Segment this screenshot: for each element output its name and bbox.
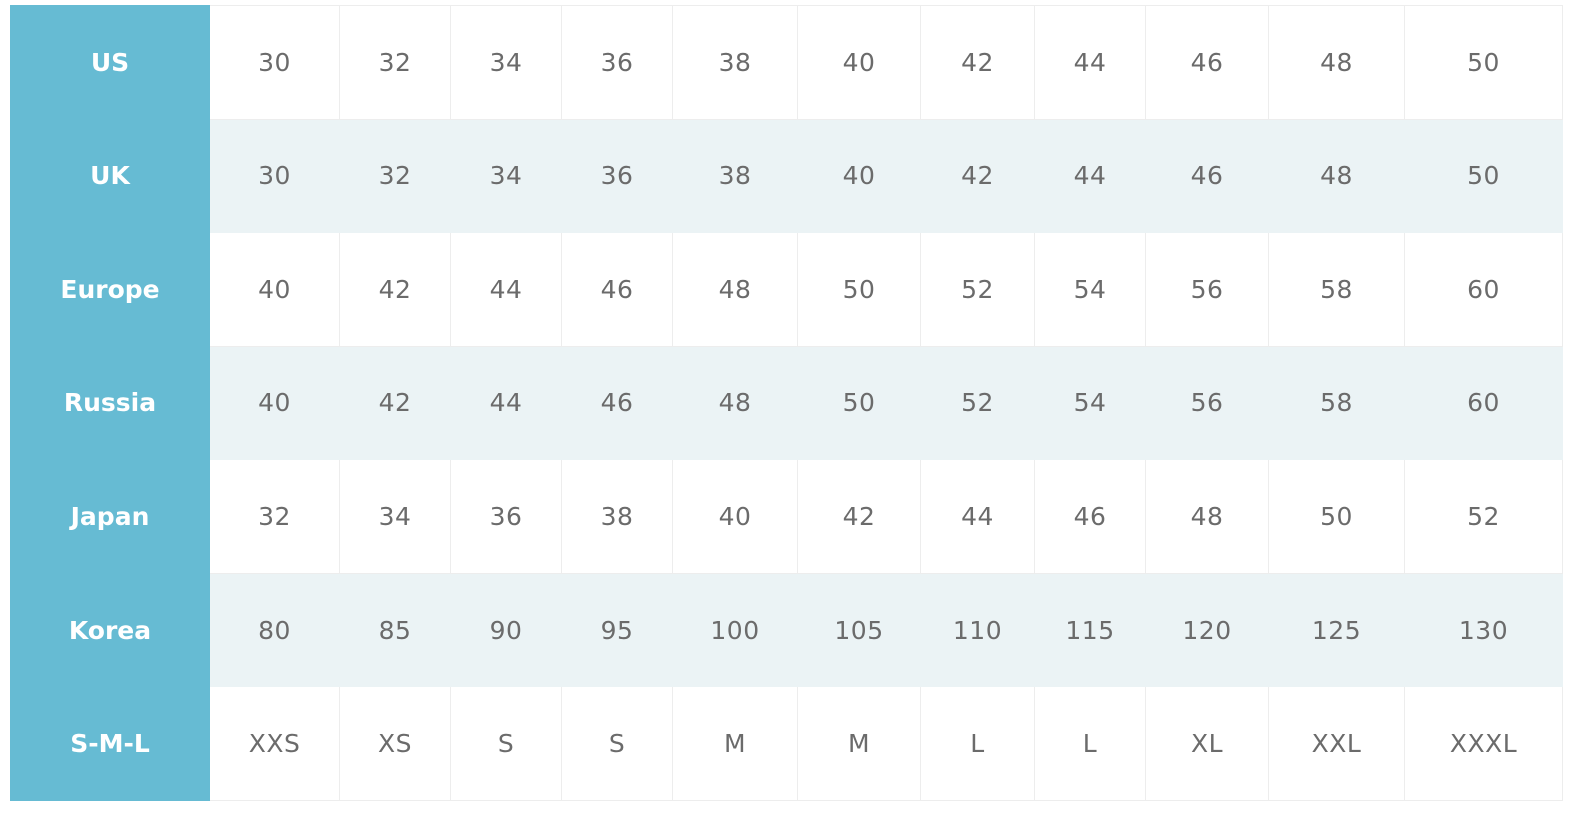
table-cell: 46 bbox=[1145, 5, 1269, 120]
table-cell: 36 bbox=[450, 459, 562, 574]
table-cell: 80 bbox=[209, 572, 340, 688]
table-cell: 60 bbox=[1404, 345, 1563, 461]
table-cell: 34 bbox=[339, 459, 451, 574]
table-cell: 105 bbox=[797, 572, 921, 688]
table-cell: 32 bbox=[339, 118, 451, 234]
row-header: Russia bbox=[10, 345, 210, 461]
table-cell: 52 bbox=[920, 345, 1035, 461]
table-cell: 38 bbox=[561, 459, 673, 574]
table-cell: 50 bbox=[797, 232, 921, 347]
table-cell: 56 bbox=[1145, 345, 1269, 461]
table-cell: 40 bbox=[672, 459, 798, 574]
table-cell: 48 bbox=[1145, 459, 1269, 574]
table-cell: 50 bbox=[797, 345, 921, 461]
table-cell: 36 bbox=[561, 118, 673, 234]
row-header: S-M-L bbox=[10, 686, 210, 801]
row-header: Japan bbox=[10, 459, 210, 574]
table-cell: 115 bbox=[1034, 572, 1146, 688]
table-cell: 40 bbox=[797, 5, 921, 120]
table-row: Korea 80 85 90 95 100 105 110 115 120 125 130 bbox=[10, 572, 1563, 688]
row-header: Europe bbox=[10, 232, 210, 347]
table-cell: 58 bbox=[1268, 345, 1405, 461]
table-cell: 46 bbox=[561, 345, 673, 461]
size-chart-table: US 30 32 34 36 38 40 42 44 46 48 50 UK 30 32 34 36 38 40 42… bbox=[10, 5, 1563, 801]
table-cell: XXL bbox=[1268, 686, 1405, 801]
table-cell: 44 bbox=[1034, 5, 1146, 120]
table-row: US 30 32 34 36 38 40 42 44 46 48 50 bbox=[10, 5, 1563, 120]
table-cell: XXS bbox=[209, 686, 340, 801]
table-cell: 42 bbox=[920, 118, 1035, 234]
table-cell: 56 bbox=[1145, 232, 1269, 347]
table-cell: 38 bbox=[672, 118, 798, 234]
table-cell: 40 bbox=[209, 345, 340, 461]
table-row: Europe 40 42 44 46 48 50 52 54 56 58 60 bbox=[10, 232, 1563, 347]
table-cell: 54 bbox=[1034, 345, 1146, 461]
table-cell: 44 bbox=[450, 345, 562, 461]
table-cell: 32 bbox=[339, 5, 451, 120]
table-cell: 32 bbox=[209, 459, 340, 574]
table-row: UK 30 32 34 36 38 40 42 44 46 48 50 bbox=[10, 118, 1563, 234]
table-cell: 52 bbox=[920, 232, 1035, 347]
table-cell: 42 bbox=[920, 5, 1035, 120]
table-cell: 36 bbox=[561, 5, 673, 120]
table-cell: 48 bbox=[1268, 118, 1405, 234]
table-cell: 48 bbox=[672, 345, 798, 461]
table-cell: 90 bbox=[450, 572, 562, 688]
table-cell: 48 bbox=[672, 232, 798, 347]
row-header: US bbox=[10, 5, 210, 120]
table-cell: 85 bbox=[339, 572, 451, 688]
table-cell: 130 bbox=[1404, 572, 1563, 688]
table-cell: 50 bbox=[1404, 118, 1563, 234]
table-cell: L bbox=[920, 686, 1035, 801]
table-cell: S bbox=[450, 686, 562, 801]
table-cell: 40 bbox=[209, 232, 340, 347]
table-cell: XXXL bbox=[1404, 686, 1563, 801]
table-cell: 44 bbox=[920, 459, 1035, 574]
table-cell: XS bbox=[339, 686, 451, 801]
table-cell: 42 bbox=[339, 232, 451, 347]
table-cell: S bbox=[561, 686, 673, 801]
table-cell: M bbox=[672, 686, 798, 801]
table-row: Japan 32 34 36 38 40 42 44 46 48 50 52 bbox=[10, 459, 1563, 574]
table-cell: 30 bbox=[209, 5, 340, 120]
table-row: S-M-L XXS XS S S M M L L XL XXL XXXL bbox=[10, 686, 1563, 801]
row-header: Korea bbox=[10, 572, 210, 688]
table-cell: 120 bbox=[1145, 572, 1269, 688]
table-cell: 95 bbox=[561, 572, 673, 688]
table-cell: 38 bbox=[672, 5, 798, 120]
table-cell: 100 bbox=[672, 572, 798, 688]
table-cell: 30 bbox=[209, 118, 340, 234]
table-cell: 50 bbox=[1268, 459, 1405, 574]
table-cell: 110 bbox=[920, 572, 1035, 688]
table-cell: 44 bbox=[450, 232, 562, 347]
table-row: Russia 40 42 44 46 48 50 52 54 56 58 60 bbox=[10, 345, 1563, 461]
table-cell: L bbox=[1034, 686, 1146, 801]
table-cell: 58 bbox=[1268, 232, 1405, 347]
table-cell: 42 bbox=[339, 345, 451, 461]
table-cell: 34 bbox=[450, 118, 562, 234]
table-cell: 44 bbox=[1034, 118, 1146, 234]
table-cell: 50 bbox=[1404, 5, 1563, 120]
table-cell: 42 bbox=[797, 459, 921, 574]
table-cell: 46 bbox=[1034, 459, 1146, 574]
table-cell: 60 bbox=[1404, 232, 1563, 347]
table-cell: 125 bbox=[1268, 572, 1405, 688]
table-cell: 46 bbox=[561, 232, 673, 347]
table-cell: 40 bbox=[797, 118, 921, 234]
table-cell: 54 bbox=[1034, 232, 1146, 347]
row-header: UK bbox=[10, 118, 210, 234]
table-cell: 52 bbox=[1404, 459, 1563, 574]
table-cell: 34 bbox=[450, 5, 562, 120]
table-cell: XL bbox=[1145, 686, 1269, 801]
table-cell: 48 bbox=[1268, 5, 1405, 120]
table-cell: 46 bbox=[1145, 118, 1269, 234]
table-cell: M bbox=[797, 686, 921, 801]
